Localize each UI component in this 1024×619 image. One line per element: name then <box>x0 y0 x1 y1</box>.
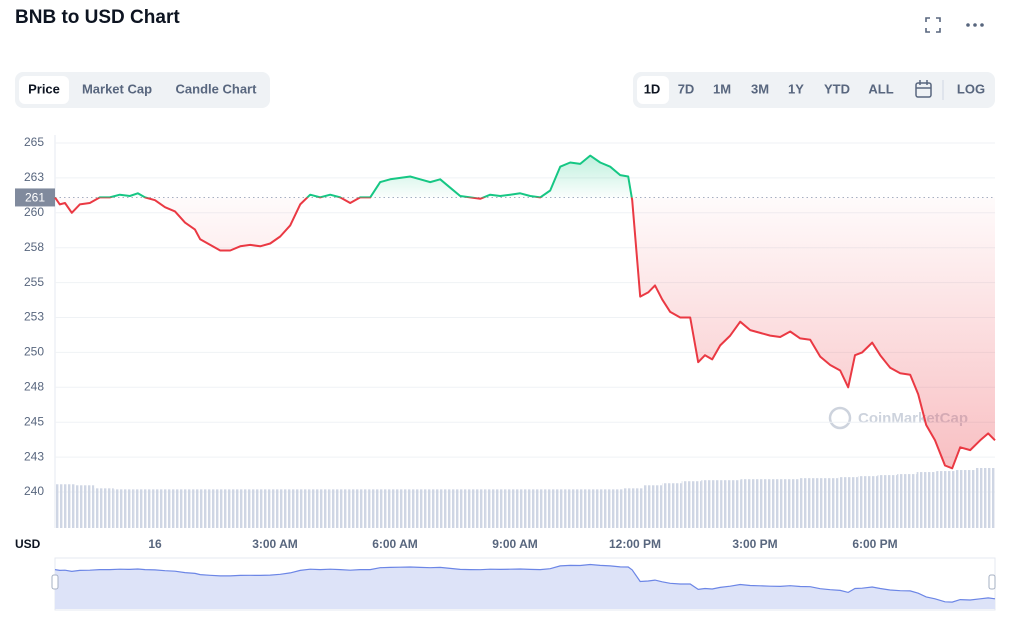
volume-bar <box>309 489 330 528</box>
volume-bar <box>446 489 467 528</box>
y-tick-label: 245 <box>24 414 44 428</box>
volume-bar <box>955 470 976 528</box>
volume-bar <box>485 489 506 528</box>
x-tick-label: 6:00 PM <box>852 537 897 551</box>
chart-title: BNB to USD Chart <box>15 7 180 28</box>
price-area <box>55 155 995 469</box>
volume-bar <box>133 489 153 528</box>
navigator-handle <box>988 574 996 590</box>
price-line <box>54 154 996 470</box>
volume-bar <box>329 489 349 528</box>
range-group <box>633 72 995 108</box>
log-button[interactable]: LOG <box>957 81 985 96</box>
volume-bar <box>192 489 212 528</box>
range[interactable]: 7D <box>678 81 695 96</box>
y-tick-label: 258 <box>24 240 44 254</box>
volume-bar <box>622 488 643 528</box>
volume-bar <box>936 471 956 528</box>
reference-label: 261 <box>25 191 45 205</box>
y-tick-label: 248 <box>24 379 44 393</box>
range[interactable]: 1Y <box>788 81 804 96</box>
volume-bar <box>348 489 369 528</box>
volume-bar <box>818 478 839 528</box>
volume-bar <box>152 489 173 528</box>
x-tick-label: 3:00 PM <box>732 537 777 551</box>
range[interactable]: 3M <box>751 81 769 96</box>
more-icon[interactable] <box>966 23 984 27</box>
navigator-handle <box>51 574 59 590</box>
volume-bar <box>387 489 408 528</box>
volume-bar <box>975 468 995 528</box>
calendar-icon[interactable] <box>915 80 932 98</box>
tab-group <box>15 72 270 108</box>
navigator-area <box>55 564 995 609</box>
volume-bar <box>94 488 114 528</box>
volume-bar <box>525 489 545 528</box>
range-selected <box>637 76 669 104</box>
volume-bar <box>290 489 310 528</box>
x-tick-label: 9:00 AM <box>492 537 538 551</box>
volume-bar <box>720 480 741 528</box>
volume-bar <box>662 483 682 528</box>
currency-label: USD <box>15 537 41 551</box>
volume-bar <box>172 489 193 528</box>
volume-bar <box>857 476 878 528</box>
volume-bar <box>544 489 565 528</box>
y-tick-label: 253 <box>24 310 44 324</box>
range[interactable]: 1M <box>713 81 731 96</box>
volume-bar <box>799 478 819 528</box>
y-tick-label: 263 <box>24 170 44 184</box>
volume-bar <box>427 489 447 528</box>
navigator-line <box>54 563 996 603</box>
volume-bar <box>603 489 623 528</box>
volume-bar <box>250 489 271 528</box>
volume-bar <box>55 484 75 528</box>
volume-bar <box>231 489 251 528</box>
y-tick-label: 260 <box>24 205 44 219</box>
volume-bar <box>583 489 604 528</box>
volume-bar <box>760 479 780 528</box>
volume-bar <box>877 475 898 528</box>
volume-bar <box>740 479 760 528</box>
volume-bar <box>505 489 525 528</box>
x-tick-label: 6:00 AM <box>372 537 418 551</box>
volume-bar <box>642 485 663 528</box>
y-tick-label: 250 <box>24 345 44 359</box>
volume-bar <box>407 489 428 528</box>
range[interactable]: 1D <box>644 81 661 96</box>
reference-badge <box>15 188 55 207</box>
volume-bar <box>113 489 134 528</box>
x-tick-label: 16 <box>148 537 162 551</box>
volume-bar <box>701 480 721 528</box>
y-tick-label: 243 <box>24 449 44 463</box>
tab-selected <box>19 76 69 104</box>
volume-bar <box>916 472 937 528</box>
y-tick-label: 240 <box>24 484 44 498</box>
range[interactable]: YTD <box>824 81 850 96</box>
volume-bar <box>779 479 800 528</box>
volume-bar <box>564 489 584 528</box>
y-tick-label: 255 <box>24 275 44 289</box>
volume-bar <box>368 489 388 528</box>
x-tick-label: 3:00 AM <box>252 537 298 551</box>
volume-bar <box>897 474 917 528</box>
volume-bar <box>74 485 95 528</box>
tab[interactable]: Market Cap <box>82 81 152 96</box>
volume-bar <box>838 477 858 528</box>
x-tick-label: 12:00 PM <box>609 537 661 551</box>
tab[interactable]: Candle Chart <box>176 81 258 96</box>
volume-bar <box>270 489 290 528</box>
fullscreen-icon[interactable] <box>925 17 941 33</box>
range[interactable]: ALL <box>868 81 893 96</box>
volume-bar <box>681 481 702 528</box>
volume-bar <box>211 489 232 528</box>
tab[interactable]: Price <box>28 81 60 96</box>
y-tick-label: 265 <box>24 135 44 149</box>
volume-bar <box>466 489 486 528</box>
